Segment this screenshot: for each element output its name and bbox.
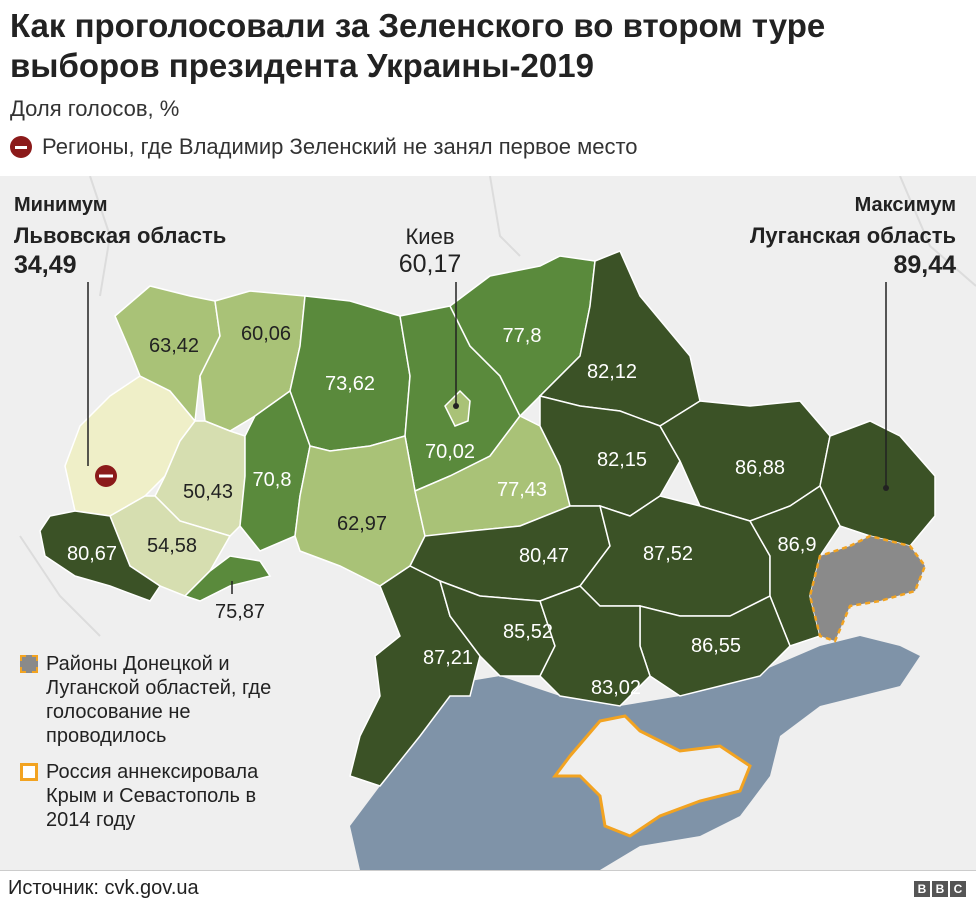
legend: Районы Донецкой и Луганской областей, гд… (20, 652, 320, 832)
minus-circle-icon (10, 136, 32, 158)
legend-no-vote-text: Районы Донецкой и Луганской областей, гд… (46, 653, 272, 747)
maximum-callout: Максимум Луганская область 89,44 (750, 194, 956, 280)
label-volyn: 63,42 (149, 335, 199, 357)
label-khmelnytskyi: 70,8 (253, 469, 292, 491)
label-zaporizhzhia: 86,55 (691, 635, 741, 657)
legend-annexed: Россия аннексировала Крым и Севастополь … (20, 760, 320, 832)
region-kherson (539, 585, 651, 707)
region-ternopil (154, 420, 246, 537)
region-khmelnytskyi (239, 389, 311, 552)
label-ternopil: 50,43 (183, 481, 233, 503)
label-vinnytsia: 62,97 (337, 513, 387, 535)
kyiv-label: Киев (405, 224, 455, 249)
maximum-label: Максимум (854, 194, 956, 216)
label-kherson: 83,02 (591, 677, 641, 699)
kyiv-value: 60,17 (398, 250, 462, 278)
ukraine-map: 63,42 60,06 73,62 70,02 77,8 82,12 50,43… (19, 176, 976, 870)
kyiv-callout: Киев 60,17 (385, 224, 475, 279)
maximum-region: Луганская область (749, 223, 956, 248)
label-donetsk: 86,9 (778, 534, 817, 556)
minimum-value: 34,49 (14, 251, 77, 279)
label-mykolaiv: 85,52 (503, 621, 553, 643)
subtitle: Доля голосов, % (10, 96, 180, 121)
minimum-callout: Минимум Львовская область 34,49 (14, 194, 226, 280)
label-rivne: 60,06 (241, 323, 291, 345)
neighbor-borders (19, 176, 976, 637)
maximum-marker (883, 485, 889, 491)
minimum-marker-icon (95, 465, 117, 487)
region-crimea (552, 714, 752, 838)
legend-no-vote: Районы Донецкой и Луганской областей, гд… (20, 652, 320, 748)
minimum-label: Минимум (14, 194, 108, 216)
bbc-letter-1: B (914, 881, 930, 897)
note: Регионы, где Владимир Зеленский не занял… (10, 134, 638, 160)
label-kirovohrad: 80,47 (519, 545, 569, 567)
bbc-letter-3: C (950, 881, 966, 897)
label-chernihiv: 77,8 (503, 325, 542, 347)
label-sumy: 82,12 (587, 361, 637, 383)
source: Источник: cvk.gov.ua (8, 877, 199, 899)
label-cherkasy: 77,43 (497, 479, 547, 501)
kyiv-marker (453, 403, 459, 409)
region-zakarpattia (39, 510, 162, 602)
bbc-logo: B B C (914, 881, 966, 897)
label-ivano-frankivsk: 54,58 (147, 535, 197, 557)
map-area: 63,42 60,06 73,62 70,02 77,8 82,12 50,43… (0, 176, 976, 870)
label-dnipropetrovsk: 87,52 (643, 543, 693, 565)
region-no-vote (808, 534, 927, 643)
bbc-letter-2: B (932, 881, 948, 897)
label-poltava: 82,15 (597, 449, 647, 471)
label-zakarpattia: 80,67 (67, 543, 117, 565)
label-kharkiv: 86,88 (735, 457, 785, 479)
label-chernivtsi: 75,87 (215, 601, 265, 623)
minimum-region: Львовская область (14, 223, 227, 248)
label-kyiv-oblast: 70,02 (425, 441, 475, 463)
chart-title: Как проголосовали за Зеленского во второ… (10, 7, 826, 84)
label-odesa: 87,21 (423, 647, 473, 669)
label-zhytomyr: 73,62 (325, 373, 375, 395)
annexed-swatch (20, 763, 38, 781)
note-text: Регионы, где Владимир Зеленский не занял… (42, 134, 638, 159)
region-vinnytsia (294, 435, 426, 587)
maximum-value: 89,44 (893, 251, 956, 279)
legend-annexed-text: Россия аннексировала Крым и Севастополь … (46, 761, 259, 831)
no-vote-swatch (20, 655, 38, 673)
region-chernivtsi (183, 555, 272, 602)
footer: Источник: cvk.gov.ua B B C (0, 870, 976, 906)
